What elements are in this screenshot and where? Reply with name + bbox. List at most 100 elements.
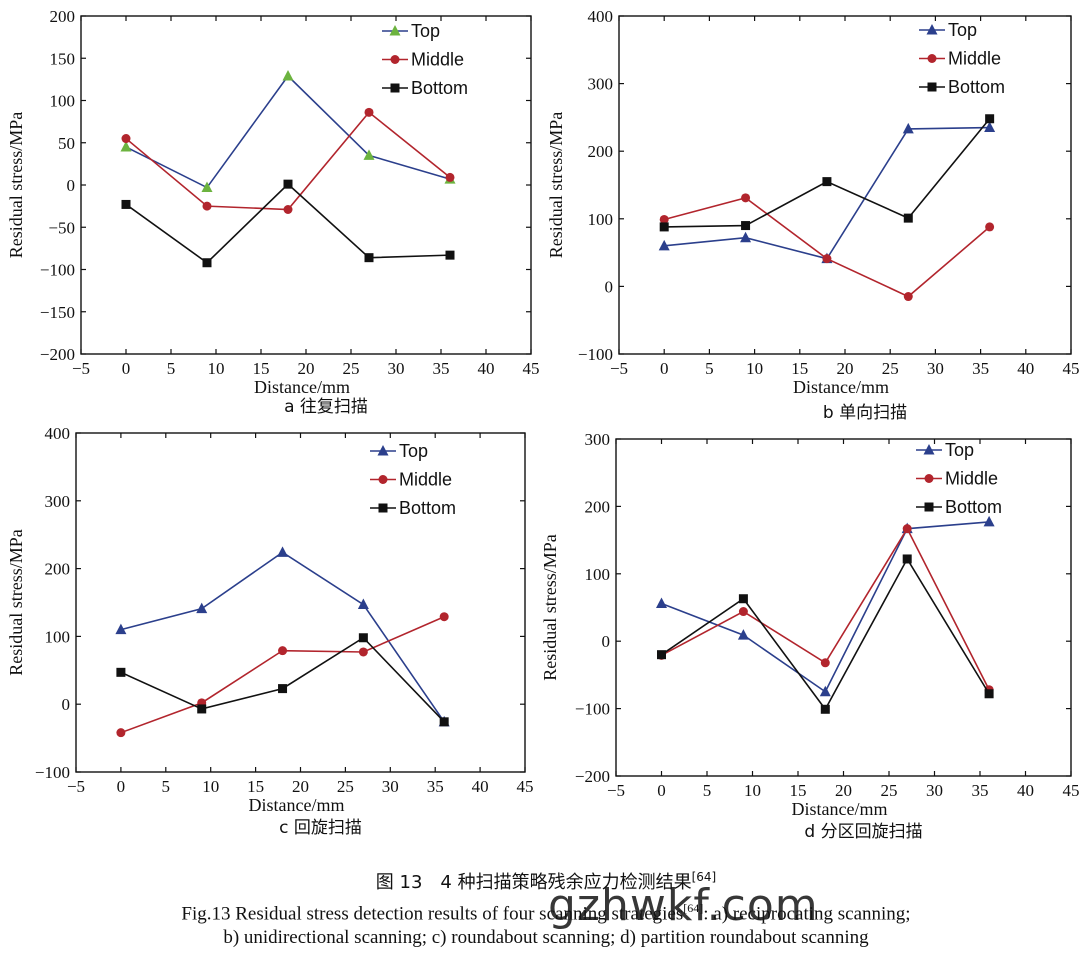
legend-marker: [390, 83, 400, 93]
x-axis-title: Distance/mm: [792, 799, 888, 819]
legend-marker: [927, 82, 937, 92]
y-tick-label: −200: [575, 767, 610, 786]
x-tick-label: 0: [657, 781, 666, 800]
panel-caption: d 分区回旋扫描: [804, 822, 922, 842]
data-point: [902, 524, 912, 534]
series-line: [125, 111, 451, 211]
data-point: [282, 69, 294, 81]
series-bottom: [116, 633, 449, 727]
data-point: [659, 222, 669, 232]
chart-d: −5 0 5 10 15 20 25 30 35 40 45 −200 −100 0 100 200 300 Di…: [540, 430, 1080, 842]
figure-caption-cn: 图 13 4 种扫描策略残余应力检测结果[64]: [0, 868, 1092, 894]
legend-label: Bottom: [399, 498, 456, 518]
x-tick-label: 45: [1063, 781, 1080, 800]
series-line: [125, 74, 451, 189]
x-tick-label: 10: [202, 777, 219, 796]
legend-label: Middle: [411, 50, 464, 70]
x-tick-label: 5: [703, 781, 712, 800]
legend-label: Bottom: [411, 78, 468, 98]
data-point: [985, 222, 995, 232]
data-point: [738, 607, 748, 617]
y-tick-label: −100: [578, 345, 613, 364]
data-point: [659, 214, 669, 224]
legend-marker: [924, 474, 934, 483]
x-tick-label: −5: [610, 359, 628, 378]
data-point: [197, 704, 207, 714]
series-bottom: [659, 114, 995, 232]
legend-label: Middle: [945, 469, 998, 489]
figure-caption-en-ref: [64]: [683, 901, 704, 915]
data-point: [277, 546, 289, 557]
y-tick-label: 400: [45, 424, 71, 443]
data-point: [740, 231, 752, 243]
series-bottom: [657, 554, 994, 714]
x-tick-label: 35: [972, 359, 989, 378]
x-tick-label: 20: [292, 777, 309, 796]
y-tick-label: 300: [585, 430, 611, 449]
data-point: [278, 684, 288, 694]
data-point: [364, 107, 374, 117]
x-tick-label: 20: [837, 359, 854, 378]
y-tick-label: 0: [605, 277, 614, 296]
data-point: [283, 205, 293, 215]
data-point: [120, 140, 132, 152]
y-tick-label: −200: [40, 345, 75, 364]
data-point: [657, 650, 666, 660]
y-tick-label: 200: [50, 7, 76, 26]
data-point: [363, 149, 375, 160]
x-tick-label: 15: [253, 359, 270, 378]
panel-caption: c 回旋扫描: [279, 818, 362, 838]
x-tick-label: 40: [1017, 359, 1034, 378]
data-point: [737, 629, 749, 640]
x-tick-label: −5: [72, 359, 90, 378]
y-tick-label: 200: [588, 142, 614, 161]
y-tick-label: 50: [58, 134, 75, 153]
y-tick-label: 100: [588, 210, 614, 229]
data-point: [984, 689, 994, 699]
x-tick-label: 45: [523, 359, 540, 378]
x-tick-label: 25: [882, 359, 899, 378]
x-tick-label: 5: [705, 359, 714, 378]
legend-marker: [927, 54, 937, 63]
data-point: [903, 213, 913, 223]
x-axis-title: Distance/mm: [793, 377, 889, 397]
data-point: [822, 254, 832, 264]
legend-label: Top: [399, 441, 428, 461]
data-point: [819, 685, 831, 697]
data-point: [902, 554, 912, 564]
y-tick-label: 300: [588, 75, 614, 94]
data-point: [202, 258, 212, 268]
figure-caption-cn-ref: [64]: [691, 870, 717, 884]
data-point: [741, 193, 751, 203]
x-tick-label: 20: [298, 359, 315, 378]
data-point: [202, 201, 212, 211]
x-tick-label: 15: [790, 781, 807, 800]
x-tick-label: 35: [433, 359, 450, 378]
y-axis-title: Residual stress/MPa: [546, 112, 566, 259]
x-tick-label: 30: [388, 359, 405, 378]
series-middle: [657, 524, 994, 695]
data-point: [985, 114, 995, 124]
legend-marker: [378, 503, 388, 513]
y-tick-label: 0: [62, 695, 71, 714]
x-axis-title: Distance/mm: [254, 377, 350, 397]
legend: Top Middle Bottom: [916, 440, 1002, 517]
y-tick-label: −100: [35, 763, 70, 782]
y-tick-label: 100: [585, 565, 611, 584]
x-tick-label: 25: [337, 777, 354, 796]
data-point: [445, 250, 455, 260]
figure-caption-en-line1: Fig.13 Residual stress detection results…: [0, 901, 1092, 925]
x-tick-label: 15: [247, 777, 264, 796]
figure-caption-en-text: Fig.13 Residual stress detection results…: [181, 903, 684, 925]
x-tick-label: 30: [927, 359, 944, 378]
data-point: [903, 292, 913, 302]
x-tick-label: 25: [881, 781, 898, 800]
data-point: [822, 177, 832, 187]
data-point: [358, 633, 368, 643]
series-top: [658, 121, 996, 264]
x-tick-label: 5: [162, 777, 171, 796]
y-tick-label: 200: [45, 560, 71, 579]
x-tick-label: 30: [382, 777, 399, 796]
y-tick-label: 0: [602, 632, 611, 651]
figure-caption-cn-text: 图 13 4 种扫描策略残余应力检测结果: [375, 872, 692, 893]
